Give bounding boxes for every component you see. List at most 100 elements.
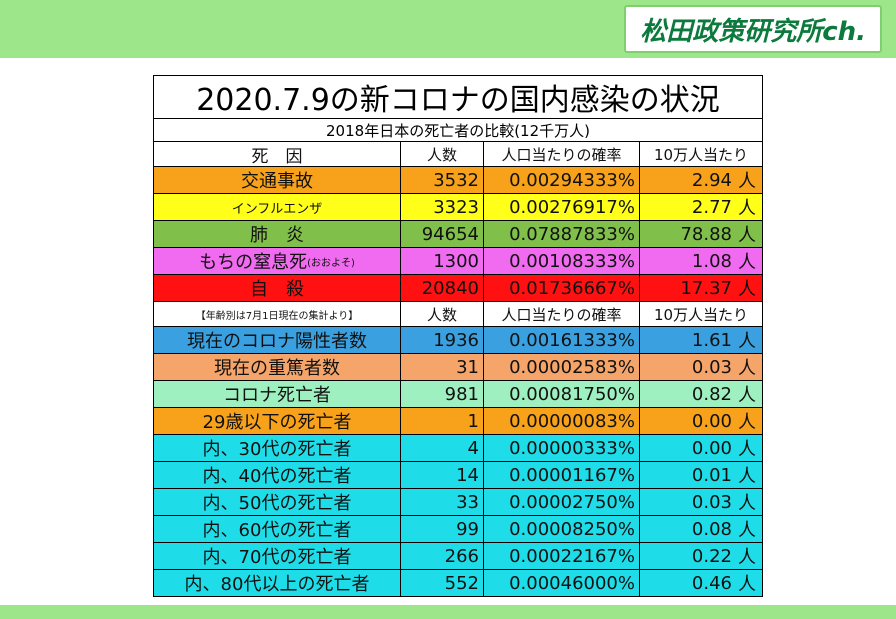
- cause-cell: 自 殺: [154, 275, 401, 301]
- count-cell: 14: [401, 462, 484, 488]
- count-cell: 99: [401, 516, 484, 542]
- rate-cell: 0.00022167%: [484, 543, 640, 569]
- cause-label: 現在のコロナ陽性者数: [187, 331, 367, 352]
- table-subtitle: 2018年日本の死亡者の比較(12千万人): [153, 119, 763, 142]
- table-row: 内、60代の死亡者 99 0.00008250% 0.08 人: [153, 516, 763, 543]
- per100k-cell: 0.00 人: [640, 435, 763, 461]
- cause-label: 自 殺: [250, 279, 304, 300]
- count-cell: 3532: [401, 167, 484, 193]
- per100k-cell: 17.37 人: [640, 275, 763, 301]
- count-cell: 33: [401, 489, 484, 515]
- per100k-value: 0.03: [691, 356, 732, 378]
- rate-cell: 0.00294333%: [484, 167, 640, 193]
- unit-label: 人: [738, 358, 756, 379]
- rate-cell: 0.01736667%: [484, 275, 640, 301]
- cause-cell: もちの窒息死 (おおよそ): [154, 248, 401, 274]
- cause-label: 内、60代の死亡者: [202, 520, 352, 541]
- header-age-note: 【年齢別は7月1日現在の集計より】: [154, 302, 401, 326]
- count-cell: 552: [401, 570, 484, 596]
- per100k-cell: 0.03 人: [640, 354, 763, 380]
- count-cell: 4: [401, 435, 484, 461]
- cause-cell: 内、40代の死亡者: [154, 462, 401, 488]
- bottom-banner: [0, 605, 896, 619]
- per100k-value: 0.08: [691, 518, 732, 540]
- table-row: 内、50代の死亡者 33 0.00002750% 0.03 人: [153, 489, 763, 516]
- table-row: もちの窒息死 (おおよそ) 1300 0.00108333% 1.08 人: [153, 248, 763, 275]
- statistics-table: 2020.7.9の新コロナの国内感染の状況 2018年日本の死亡者の比較(12千…: [153, 75, 763, 597]
- per100k-cell: 1.08 人: [640, 248, 763, 274]
- header-count: 人数: [401, 302, 484, 326]
- table-row: コロナ死亡者 981 0.00081750% 0.82 人: [153, 381, 763, 408]
- cause-label: 現在の重篤者数: [214, 358, 340, 379]
- count-cell: 94654: [401, 221, 484, 247]
- cause-cell: 内、30代の死亡者: [154, 435, 401, 461]
- per100k-cell: 0.22 人: [640, 543, 763, 569]
- header-rate: 人口当たりの確率: [484, 142, 640, 166]
- cause-label: 交通事故: [241, 171, 313, 192]
- cause-label: 内、70代の死亡者: [202, 547, 352, 568]
- table-row: 自 殺 20840 0.01736667% 17.37 人: [153, 275, 763, 302]
- rate-cell: 0.00161333%: [484, 327, 640, 353]
- cause-cell: 肺 炎: [154, 221, 401, 247]
- unit-label: 人: [738, 171, 756, 192]
- count-cell: 266: [401, 543, 484, 569]
- per100k-cell: 78.88 人: [640, 221, 763, 247]
- cause-cell: 内、70代の死亡者: [154, 543, 401, 569]
- table-row: インフルエンザ 3323 0.00276917% 2.77 人: [153, 194, 763, 221]
- table-row: 現在の重篤者数 31 0.00002583% 0.03 人: [153, 354, 763, 381]
- table-row: 内、70代の死亡者 266 0.00022167% 0.22 人: [153, 543, 763, 570]
- rate-cell: 0.07887833%: [484, 221, 640, 247]
- unit-label: 人: [738, 331, 756, 352]
- unit-label: 人: [738, 225, 756, 246]
- unit-label: 人: [738, 466, 756, 487]
- unit-label: 人: [738, 385, 756, 406]
- per100k-value: 2.94: [691, 169, 732, 191]
- unit-label: 人: [738, 252, 756, 273]
- per100k-cell: 0.01 人: [640, 462, 763, 488]
- cause-cell: 内、80代以上の死亡者: [154, 570, 401, 596]
- unit-label: 人: [738, 493, 756, 514]
- table-row: 29歳以下の死亡者 1 0.00000083% 0.00 人: [153, 408, 763, 435]
- per100k-cell: 0.82 人: [640, 381, 763, 407]
- rate-cell: 0.00046000%: [484, 570, 640, 596]
- rate-cell: 0.00081750%: [484, 381, 640, 407]
- per100k-value: 1.08: [691, 250, 732, 272]
- per100k-value: 0.01: [691, 464, 732, 486]
- cause-note: (おおよそ): [307, 257, 355, 269]
- count-cell: 1: [401, 408, 484, 434]
- header-per100k: 10万人当たり: [640, 142, 763, 166]
- rate-cell: 0.00108333%: [484, 248, 640, 274]
- rate-cell: 0.00276917%: [484, 194, 640, 220]
- unit-label: 人: [738, 279, 756, 300]
- unit-label: 人: [738, 412, 756, 433]
- header-rate: 人口当たりの確率: [484, 302, 640, 326]
- cause-label: 内、50代の死亡者: [202, 493, 352, 514]
- channel-logo: 松田政策研究所ch.: [624, 5, 882, 53]
- header-count: 人数: [401, 142, 484, 166]
- rate-cell: 0.00008250%: [484, 516, 640, 542]
- cause-label: 29歳以下の死亡者: [202, 412, 352, 433]
- count-cell: 1300: [401, 248, 484, 274]
- table-row: 内、40代の死亡者 14 0.00001167% 0.01 人: [153, 462, 763, 489]
- rate-cell: 0.00002750%: [484, 489, 640, 515]
- rate-cell: 0.00000083%: [484, 408, 640, 434]
- table-row: 内、80代以上の死亡者 552 0.00046000% 0.46 人: [153, 570, 763, 597]
- per100k-value: 0.46: [691, 572, 732, 594]
- section-2018-deaths: 交通事故 3532 0.00294333% 2.94 人インフルエンザ 3323 0.002…: [153, 167, 763, 302]
- per100k-cell: 0.03 人: [640, 489, 763, 515]
- count-cell: 981: [401, 381, 484, 407]
- per100k-cell: 0.46 人: [640, 570, 763, 596]
- cause-cell: 交通事故: [154, 167, 401, 193]
- unit-label: 人: [738, 198, 756, 219]
- cause-label: インフルエンザ: [231, 201, 323, 217]
- cause-label: もちの窒息死: [199, 252, 308, 273]
- per100k-value: 0.22: [691, 545, 732, 567]
- count-cell: 1936: [401, 327, 484, 353]
- unit-label: 人: [738, 574, 756, 595]
- section-corona: 現在のコロナ陽性者数 1936 0.00161333% 1.61 人現在の重篤者数 31 0…: [153, 327, 763, 597]
- table-row: 現在のコロナ陽性者数 1936 0.00161333% 1.61 人: [153, 327, 763, 354]
- cause-cell: 内、60代の死亡者: [154, 516, 401, 542]
- table-row: 肺 炎 94654 0.07887833% 78.88 人: [153, 221, 763, 248]
- per100k-cell: 1.61 人: [640, 327, 763, 353]
- rate-cell: 0.00000333%: [484, 435, 640, 461]
